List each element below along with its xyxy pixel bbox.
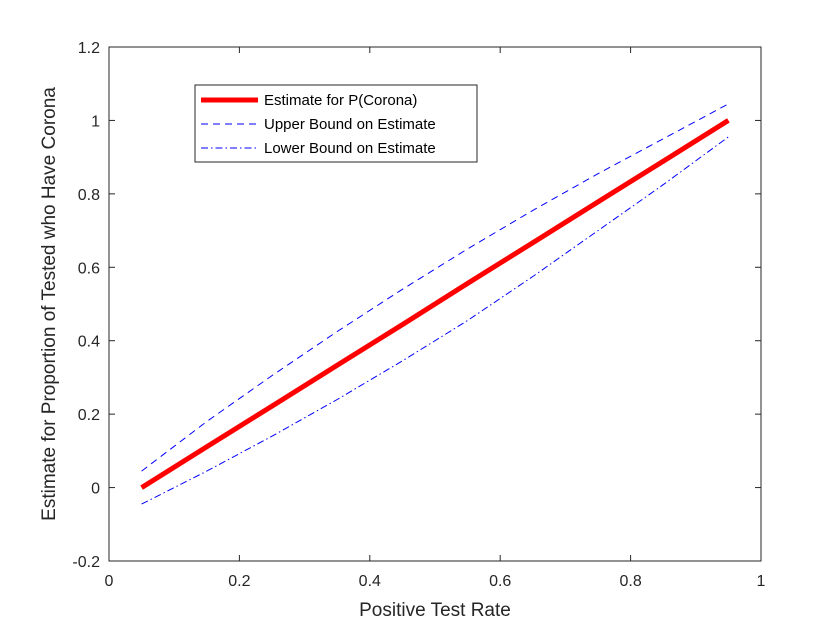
y-tick-label-2: 0.2	[78, 407, 100, 424]
y-tick-label-6: 1	[91, 113, 100, 130]
y-tick-label-3: 0.4	[78, 334, 100, 351]
y-tick-label-1: 0	[91, 481, 100, 498]
y-tick-label-5: 0.8	[78, 187, 100, 204]
legend-label-3: Lower Bound on Estimate	[264, 140, 436, 157]
legend: Estimate for P(Corona) Upper Bound on Est…	[194, 84, 478, 163]
ticks-layer: 0 0.2 0.4 0.6 0.8 1 -0.2 0 0.2 0.4 0.6 0.8 1 1.2	[72, 40, 765, 590]
x-tick-label-5: 1	[757, 573, 766, 590]
y-tick-label-0: -0.2	[72, 554, 100, 571]
axes-layer	[108, 46, 762, 562]
series-line-2	[141, 103, 729, 472]
x-tick-label-1: 0.2	[228, 573, 250, 590]
y-tick-label-4: 0.6	[78, 260, 100, 277]
x-tick-label-2: 0.4	[359, 573, 381, 590]
x-tick-label-3: 0.6	[489, 573, 511, 590]
series-line-1	[140, 118, 730, 490]
series-line-3	[141, 136, 729, 505]
x-tick-label-0: 0	[105, 573, 114, 590]
x-axis-label: Positive Test Rate	[359, 600, 511, 621]
axes-box	[108, 46, 762, 562]
y-axis-label: Estimate for Proportion of Tested who Ha…	[39, 87, 60, 521]
x-tick-label-4: 0.8	[619, 573, 641, 590]
legend-label-2: Upper Bound on Estimate	[264, 116, 436, 133]
y-tick-label-7: 1.2	[78, 40, 100, 57]
legend-label-1: Estimate for P(Corona)	[264, 92, 417, 109]
series-layer	[140, 103, 730, 505]
